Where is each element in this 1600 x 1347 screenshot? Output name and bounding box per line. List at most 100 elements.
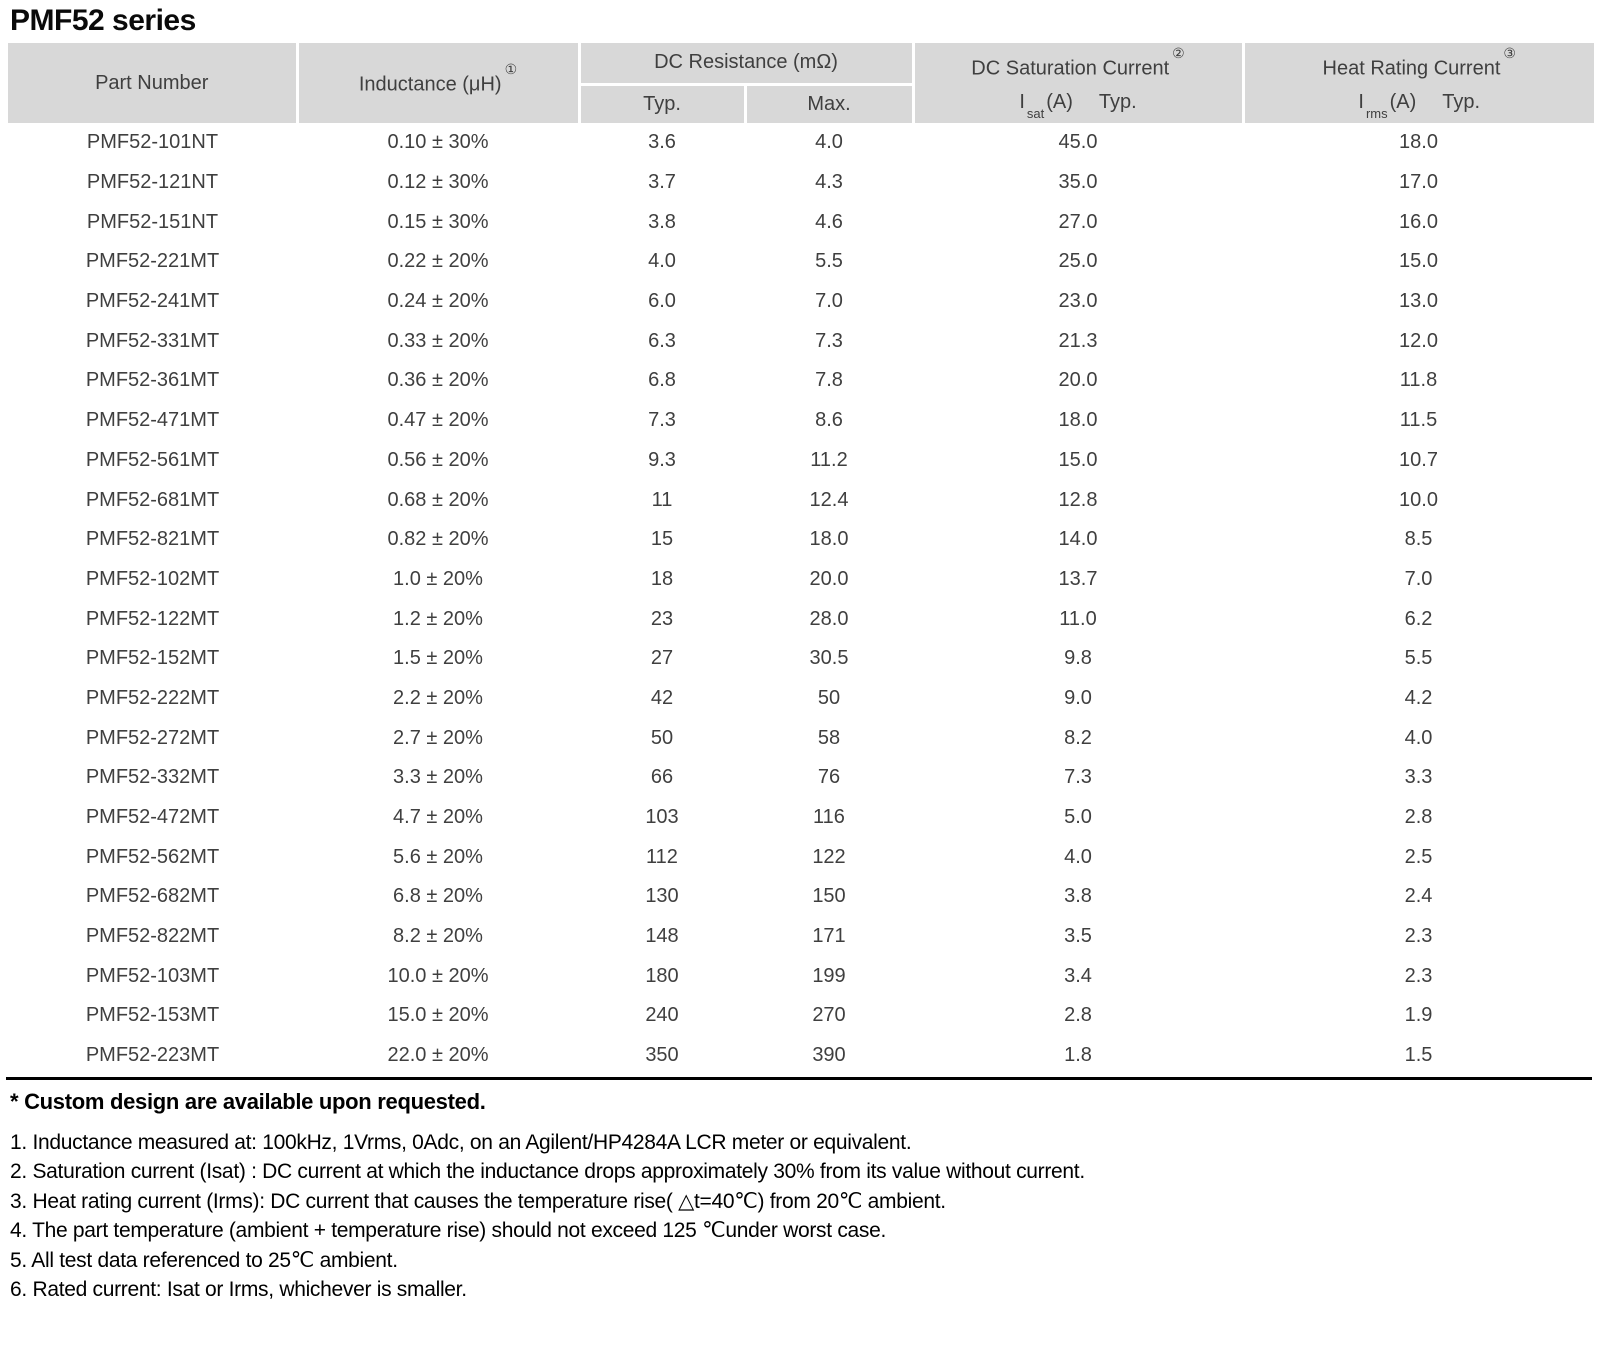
table-cell: PMF52-152MT xyxy=(8,638,297,679)
footnote-ref-1-icon: ① xyxy=(504,60,518,77)
table-cell: 112 xyxy=(579,837,745,878)
table-cell: 6.2 xyxy=(1243,599,1594,639)
table-cell: 15.0 xyxy=(913,440,1243,481)
table-row: PMF52-332MT 3.3 ± 20% 66 76 7.3 3.3 xyxy=(8,758,1594,798)
table-cell: 50 xyxy=(579,718,745,758)
table-body: PMF52-101NT 0.10 ± 30% 3.6 4.0 45.0 18.0 PMF52… xyxy=(8,123,1594,1076)
table-cell: PMF52-331MT xyxy=(8,321,297,362)
table-row: PMF52-122MT 1.2 ± 20% 23 28.0 11.0 6.2 xyxy=(8,599,1594,639)
table-cell: 25.0 xyxy=(913,242,1243,282)
inductance-label: Inductance (μH) xyxy=(358,73,502,96)
table-cell: 13.7 xyxy=(913,559,1243,600)
table-cell: PMF52-103MT xyxy=(8,956,297,997)
col-header-saturation-current: DC Saturation Current② Isat(A) Typ. xyxy=(911,43,1245,123)
table-cell: 6.3 xyxy=(579,321,745,362)
table-cell: 23 xyxy=(579,599,745,639)
table-cell: 2.2 ± 20% xyxy=(297,678,579,719)
table-cell: 10.0 xyxy=(1243,480,1594,520)
saturation-title: DC Saturation Current② xyxy=(971,44,1185,80)
table-cell: 3.4 xyxy=(913,956,1243,997)
table-cell: 15 xyxy=(579,519,745,560)
table-row: PMF52-471MT 0.47 ± 20% 7.3 8.6 18.0 11.5 xyxy=(8,400,1594,441)
table-cell: 2.7 ± 20% xyxy=(297,718,579,758)
table-cell: 270 xyxy=(745,996,913,1036)
footnote: 1. Inductance measured at: 100kHz, 1Vrms… xyxy=(10,1130,912,1154)
table-cell: 2.4 xyxy=(1243,877,1594,917)
table-header: Part Number Inductance (μH)① DC Resistan… xyxy=(8,43,1594,123)
table-row: PMF52-221MT 0.22 ± 20% 4.0 5.5 25.0 15.0 xyxy=(8,242,1594,282)
heat-rating-title: Heat Rating Current③ xyxy=(1322,44,1516,80)
table-cell: PMF52-332MT xyxy=(8,758,297,798)
table-cell: 8.2 xyxy=(913,718,1243,758)
table-cell: 11.5 xyxy=(1243,400,1594,441)
table-row: PMF52-272MT 2.7 ± 20% 50 58 8.2 4.0 xyxy=(8,718,1594,758)
table-cell: 350 xyxy=(579,1035,745,1076)
table-cell: PMF52-102MT xyxy=(8,559,297,600)
table-row: PMF52-472MT 4.7 ± 20% 103 116 5.0 2.8 xyxy=(8,797,1594,838)
table-row: PMF52-151NT 0.15 ± 30% 3.8 4.6 27.0 16.0 xyxy=(8,202,1594,243)
specs-table: Part Number Inductance (μH)① DC Resistan… xyxy=(8,43,1594,1076)
table-cell: 11 xyxy=(579,480,745,520)
page-title: PMF52 series xyxy=(10,4,196,37)
header-row-1: Part Number Inductance (μH)① DC Resistan… xyxy=(8,43,1594,123)
table-cell: 2.8 xyxy=(913,996,1243,1036)
table-cell: 390 xyxy=(745,1035,913,1076)
table-cell: 103 xyxy=(579,797,745,838)
table-cell: 27.0 xyxy=(913,202,1243,243)
table-row: PMF52-331MT 0.33 ± 20% 6.3 7.3 21.3 12.0 xyxy=(8,321,1594,362)
table-row: PMF52-561MT 0.56 ± 20% 9.3 11.2 15.0 10.7 xyxy=(8,440,1594,481)
table-row: PMF52-153MT 15.0 ± 20% 240 270 2.8 1.9 xyxy=(8,996,1594,1036)
table-cell: 180 xyxy=(579,956,745,997)
table-cell: 0.33 ± 20% xyxy=(297,321,579,362)
table-cell: 0.12 ± 30% xyxy=(297,162,579,203)
table-cell: 3.7 xyxy=(579,162,745,203)
table-cell: 0.36 ± 20% xyxy=(297,361,579,401)
footnote-ref-3-icon: ③ xyxy=(1503,44,1516,61)
table-cell: 8.6 xyxy=(745,400,913,441)
table-cell: 11.0 xyxy=(913,599,1243,639)
table-cell: 6.8 xyxy=(579,361,745,401)
table-cell: 50 xyxy=(745,678,913,719)
table-cell: PMF52-153MT xyxy=(8,996,297,1036)
table-cell: 10.7 xyxy=(1243,440,1594,481)
table-cell: 3.5 xyxy=(913,916,1243,957)
col-header-typ: Typ. xyxy=(579,82,747,123)
table-cell: PMF52-272MT xyxy=(8,718,297,758)
table-cell: 4.7 ± 20% xyxy=(297,797,579,838)
col-header-heat-rating-current: Heat Rating Current③ Irms(A) Typ. xyxy=(1241,43,1594,123)
table-cell: 4.3 xyxy=(745,162,913,203)
table-cell: 9.0 xyxy=(913,678,1243,719)
footnote: 2. Saturation current (Isat) : DC curren… xyxy=(10,1160,1085,1183)
table-cell: 240 xyxy=(579,996,745,1036)
table-cell: 1.2 ± 20% xyxy=(297,599,579,639)
table-cell: 4.0 xyxy=(579,242,745,282)
table-cell: 14.0 xyxy=(913,519,1243,560)
table-cell: PMF52-222MT xyxy=(8,678,297,719)
table-cell: 8.5 xyxy=(1243,519,1594,560)
table-cell: 6.0 xyxy=(579,281,745,322)
table-cell: 76 xyxy=(745,758,913,798)
table-cell: 9.8 xyxy=(913,638,1243,679)
table-cell: 0.15 ± 30% xyxy=(297,202,579,243)
table-cell: 66 xyxy=(579,758,745,798)
table-cell: 21.3 xyxy=(913,321,1243,362)
table-cell: 3.8 xyxy=(913,877,1243,917)
table-cell: 4.2 xyxy=(1243,678,1594,719)
table-cell: 0.47 ± 20% xyxy=(297,400,579,441)
table-row: PMF52-223MT 22.0 ± 20% 350 390 1.8 1.5 xyxy=(8,1035,1594,1076)
table-cell: 3.3 ± 20% xyxy=(297,758,579,798)
table-cell: 13.0 xyxy=(1243,281,1594,322)
part-number-label: Part Number xyxy=(95,71,209,94)
table-cell: 2.3 xyxy=(1243,956,1594,997)
table-cell: PMF52-221MT xyxy=(8,242,297,282)
table-cell: 15.0 ± 20% xyxy=(297,996,579,1036)
table-cell: PMF52-821MT xyxy=(8,519,297,560)
footnote: 5. All test data referenced to 25℃ ambie… xyxy=(10,1248,398,1272)
table-cell: 0.22 ± 20% xyxy=(297,242,579,282)
table-cell: 4.0 xyxy=(913,837,1243,878)
table-cell: 7.3 xyxy=(579,400,745,441)
table-cell: 0.24 ± 20% xyxy=(297,281,579,322)
table-row: PMF52-222MT 2.2 ± 20% 42 50 9.0 4.2 xyxy=(8,678,1594,719)
table-cell: PMF52-472MT xyxy=(8,797,297,838)
table-cell: 2.5 xyxy=(1243,837,1594,878)
